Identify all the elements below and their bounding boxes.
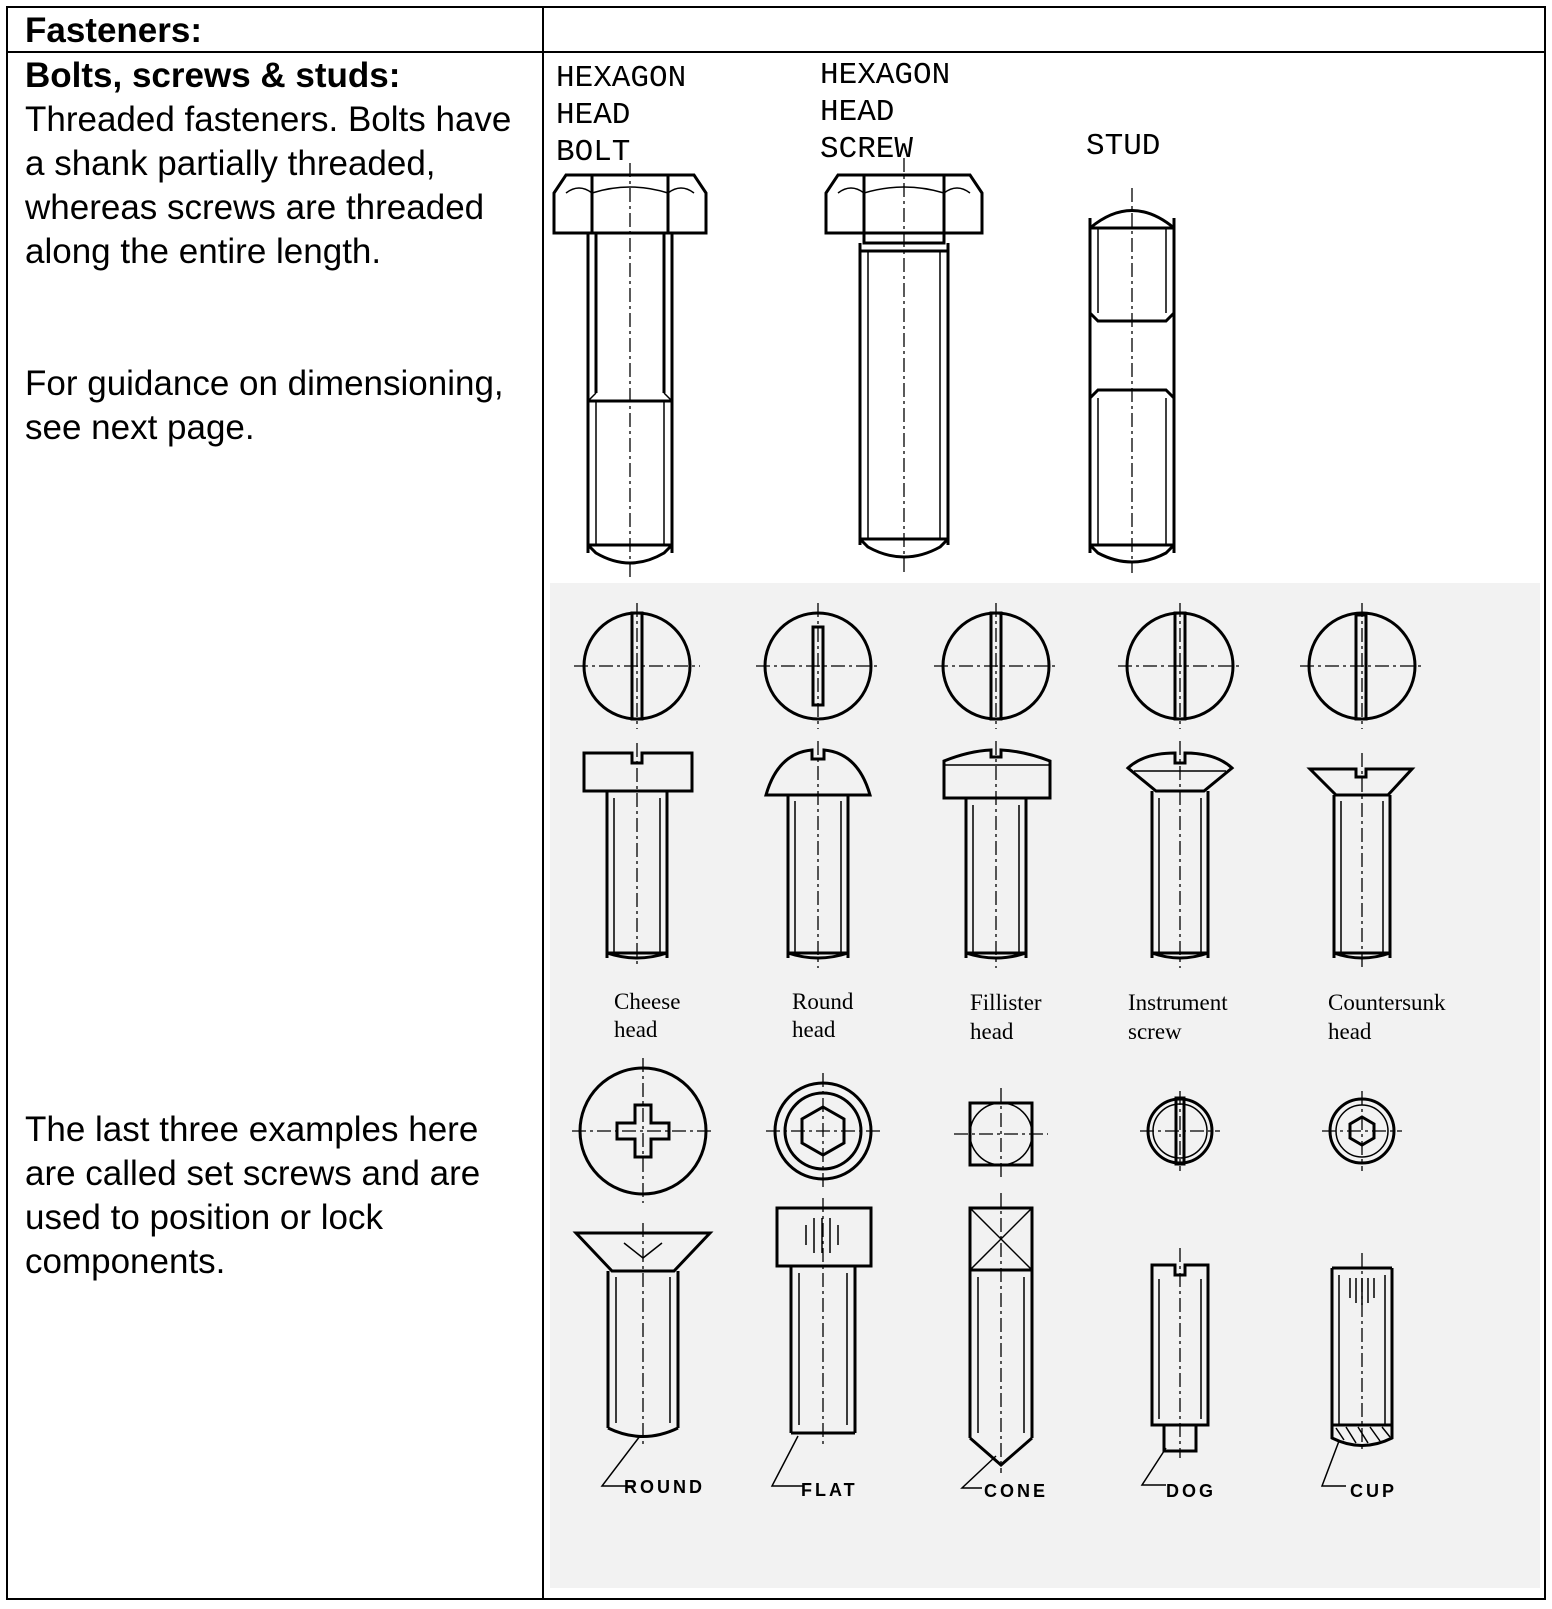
square-head-plan-icon [954,1088,1048,1181]
round-point-label: ROUND [624,1477,705,1497]
cup-point-screw-icon [1330,1253,1394,1453]
cone-point-label: CONE [984,1481,1048,1501]
svg-text:head: head [614,1017,658,1042]
svg-text:head: head [970,1019,1014,1044]
dog-point-label: DOG [1166,1481,1216,1501]
hexagon-head-screw-icon [824,158,984,573]
instrument-screw-icon [1125,741,1235,968]
guidance-text: For guidance on dimensioning, see next p… [25,364,504,447]
countersunk-head-plan-icon [1300,603,1424,729]
dog-point-screw-icon [1150,1248,1210,1458]
screw-label: HEXAGON HEAD SCREW [820,58,950,167]
round-head-plan-icon [756,603,880,729]
svg-text:HEXAGON: HEXAGON [820,58,950,93]
svg-text:SCREW: SCREW [820,132,913,167]
svg-text:Round: Round [792,989,854,1014]
subsection-title: Bolts, screws & studs: [25,56,401,95]
instrument-screw-label: Instrument screw [1128,990,1228,1044]
round-head-label: Round head [792,989,854,1042]
table-frame [6,6,1546,1600]
hexagon-head-bolt-icon [552,163,708,578]
stud-icon [1088,188,1176,573]
table-column-divider [542,6,544,1600]
cheese-head-screw-icon [582,743,694,968]
slotted-set-screw-plan-icon [1140,1091,1220,1171]
fillister-head-label: Fillister head [970,990,1042,1044]
instrument-screw-plan-icon [1118,603,1242,729]
svg-text:Instrument: Instrument [1128,990,1228,1015]
hex-socket-set-screw-plan-icon [1322,1091,1402,1171]
cheese-head-plan-icon [574,603,700,729]
cross-recess-plan-icon [572,1058,714,1203]
svg-text:head: head [792,1017,836,1042]
cup-point-label: CUP [1350,1481,1397,1501]
flat-point-screw-icon [775,1198,873,1448]
point-leaders [600,1435,1346,1489]
countersunk-head-screw-icon [1306,753,1416,968]
svg-text:HEXAGON: HEXAGON [556,61,686,96]
section-title: Fasteners: [25,11,203,50]
round-point-screw-icon [572,1223,714,1448]
fasteners-figure: .o { fill:none; stroke:#000; stroke-widt… [550,58,1540,1588]
cheese-head-label: Cheese head [614,989,680,1042]
svg-text:Cheese: Cheese [614,989,680,1014]
scan-background [550,583,1540,1588]
set-screws-note: The last three examples here are called … [25,1110,481,1281]
svg-text:BOLT: BOLT [556,135,630,170]
svg-text:HEAD: HEAD [820,95,894,130]
svg-text:head: head [1328,1019,1372,1044]
fillister-head-screw-icon [942,741,1052,968]
svg-text:HEAD: HEAD [556,98,630,133]
countersunk-head-label: Countersunk head [1328,990,1446,1044]
svg-text:Countersunk: Countersunk [1328,990,1446,1015]
table-row-divider [6,51,1546,53]
flat-point-label: FLAT [801,1480,858,1500]
socket-cap-plan-icon [766,1073,880,1189]
svg-text:screw: screw [1128,1019,1182,1044]
stud-label: STUD [1086,129,1160,164]
svg-text:Fillister: Fillister [970,990,1042,1015]
svg-text:STUD: STUD [1086,129,1160,164]
cone-point-screw-icon [968,1193,1034,1473]
description-text: Threaded fasteners. Bolts have a shank p… [25,100,512,271]
bolt-label: HEXAGON HEAD BOLT [556,61,686,170]
fillister-head-plan-icon [934,603,1058,729]
round-head-screw-icon [764,741,872,968]
